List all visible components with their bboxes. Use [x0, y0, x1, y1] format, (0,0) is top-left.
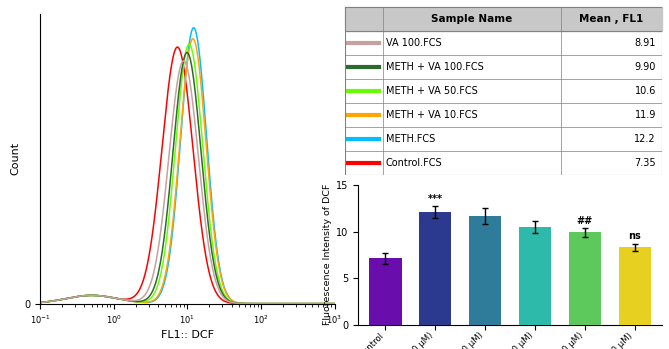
Text: 10.6: 10.6	[635, 86, 656, 96]
Text: Control.FCS: Control.FCS	[386, 157, 442, 168]
Bar	[369, 259, 401, 325]
Text: VA 100.FCS: VA 100.FCS	[386, 38, 442, 48]
Text: METH + VA 10.FCS: METH + VA 10.FCS	[386, 110, 478, 120]
Bar	[419, 212, 452, 325]
Bar	[469, 216, 501, 325]
Text: Mean , FL1: Mean , FL1	[579, 14, 644, 24]
Text: Sample Name: Sample Name	[431, 14, 512, 24]
Text: METH + VA 100.FCS: METH + VA 100.FCS	[386, 62, 484, 72]
Text: 12.2: 12.2	[634, 134, 656, 143]
X-axis label: FL1:: DCF: FL1:: DCF	[161, 330, 214, 340]
Bar	[345, 7, 662, 31]
Text: 9.90: 9.90	[635, 62, 656, 72]
Bar	[569, 232, 601, 325]
Text: ***: ***	[427, 194, 443, 203]
Text: 11.9: 11.9	[635, 110, 656, 120]
Bar	[619, 247, 651, 325]
Bar	[519, 227, 551, 325]
Text: 8.91: 8.91	[635, 38, 656, 48]
Text: ns: ns	[628, 231, 642, 241]
Text: 7.35: 7.35	[634, 157, 656, 168]
Text: METH + VA 50.FCS: METH + VA 50.FCS	[386, 86, 478, 96]
Y-axis label: Fluorescence Intensity of DCF: Fluorescence Intensity of DCF	[322, 184, 332, 326]
Text: ##: ##	[577, 216, 593, 226]
Text: METH.FCS: METH.FCS	[386, 134, 435, 143]
Y-axis label: Count: Count	[10, 142, 20, 175]
